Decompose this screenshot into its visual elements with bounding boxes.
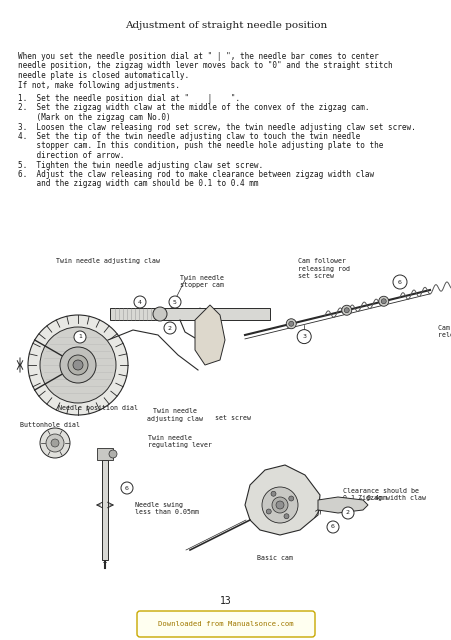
Text: Buttonhole dial: Buttonhole dial [20, 422, 80, 428]
Circle shape [74, 331, 86, 343]
Text: Adjustment of straight needle position: Adjustment of straight needle position [124, 22, 327, 31]
FancyBboxPatch shape [137, 611, 314, 637]
Text: Twin needle adjusting claw: Twin needle adjusting claw [56, 258, 160, 264]
Text: 6: 6 [397, 280, 401, 285]
Text: 2.  Set the zigzag width claw at the middle of the convex of the zigzag cam.: 2. Set the zigzag width claw at the midd… [18, 104, 368, 113]
Circle shape [51, 439, 59, 447]
Text: 13: 13 [220, 596, 231, 606]
Text: 6: 6 [330, 525, 334, 529]
Circle shape [266, 509, 271, 514]
Circle shape [344, 308, 349, 313]
Circle shape [297, 330, 310, 344]
Text: Downloaded from Manualsonce.com: Downloaded from Manualsonce.com [158, 621, 293, 627]
Text: 1: 1 [78, 335, 82, 339]
Circle shape [378, 296, 388, 307]
Text: Cam follower
releasing rod
set screw: Cam follower releasing rod set screw [297, 258, 349, 279]
Text: needle position, the zigzag width lever moves back to "0" and the straight stitc: needle position, the zigzag width lever … [18, 61, 392, 70]
Text: needle plate is closed automatically.: needle plate is closed automatically. [18, 71, 189, 80]
Circle shape [60, 347, 96, 383]
Text: If not, make following adjustments.: If not, make following adjustments. [18, 81, 179, 90]
Circle shape [40, 428, 70, 458]
Circle shape [271, 492, 276, 496]
Text: 1.  Set the needle position dial at "    |    ".: 1. Set the needle position dial at " | "… [18, 94, 239, 103]
Text: 4: 4 [138, 300, 142, 305]
Circle shape [169, 296, 180, 308]
Circle shape [341, 507, 353, 519]
Text: 5.  Tighten the twin needle adjusting claw set screw.: 5. Tighten the twin needle adjusting cla… [18, 161, 262, 170]
Text: 2: 2 [168, 326, 172, 330]
Text: stopper cam. In this condition, push the needle hole adjusting plate to the: stopper cam. In this condition, push the… [18, 141, 382, 150]
Polygon shape [194, 305, 225, 365]
Circle shape [121, 482, 133, 494]
Circle shape [341, 305, 351, 316]
Bar [102, 460, 108, 560]
Text: set screw: set screw [215, 415, 250, 421]
Circle shape [109, 450, 117, 458]
Text: 5: 5 [173, 300, 176, 305]
Circle shape [272, 497, 287, 513]
Text: 2: 2 [345, 511, 349, 515]
Polygon shape [244, 465, 319, 535]
Text: Twin needle
regulating lever: Twin needle regulating lever [147, 435, 212, 449]
Circle shape [164, 322, 175, 334]
Circle shape [46, 434, 64, 452]
Circle shape [73, 360, 83, 370]
Text: 3.  Loosen the claw releasing rod set screw, the twin needle adjusting claw set : 3. Loosen the claw releasing rod set scr… [18, 122, 415, 131]
Text: Needle position dial: Needle position dial [58, 405, 138, 411]
Text: (Mark on the zigzag cam No.0): (Mark on the zigzag cam No.0) [18, 113, 170, 122]
Circle shape [326, 521, 338, 533]
Circle shape [28, 315, 128, 415]
Circle shape [152, 307, 166, 321]
Text: Zigzag width claw: Zigzag width claw [357, 495, 425, 501]
Circle shape [283, 514, 288, 519]
Text: 6.  Adjust the claw releasing rod to make clearance between zigzag width claw: 6. Adjust the claw releasing rod to make… [18, 170, 373, 179]
Bar [110, 308, 269, 320]
Circle shape [288, 321, 293, 326]
Text: Twin needle
adjusting claw: Twin needle adjusting claw [147, 408, 202, 422]
Circle shape [276, 501, 283, 509]
Circle shape [68, 355, 88, 375]
Text: Basic cam: Basic cam [257, 555, 292, 561]
Circle shape [262, 487, 297, 523]
Bar [97, 448, 113, 460]
Text: When you set the needle position dial at " | ", the needle bar comes to center: When you set the needle position dial at… [18, 52, 378, 61]
Text: 3: 3 [302, 334, 305, 339]
Text: Needle swing
less than 0.05mm: Needle swing less than 0.05mm [135, 502, 198, 515]
Circle shape [392, 275, 406, 289]
Text: direction of arrow.: direction of arrow. [18, 151, 124, 160]
Text: Cam follower
releasing rod: Cam follower releasing rod [437, 325, 451, 339]
Polygon shape [318, 497, 367, 513]
Text: Twin needle
stopper cam: Twin needle stopper cam [179, 275, 224, 289]
Circle shape [288, 496, 293, 501]
Text: and the zigzag width cam should be 0.1 to 0.4 mm: and the zigzag width cam should be 0.1 t… [18, 179, 258, 189]
Circle shape [285, 319, 295, 329]
Text: 6: 6 [125, 486, 129, 490]
Circle shape [133, 296, 146, 308]
Circle shape [40, 327, 116, 403]
Text: 4.  Set the tip of the twin needle adjusting claw to touch the twin needle: 4. Set the tip of the twin needle adjust… [18, 132, 359, 141]
Text: Clearance should be
0.1 - 0.4mm: Clearance should be 0.1 - 0.4mm [342, 488, 418, 502]
Circle shape [380, 299, 386, 304]
